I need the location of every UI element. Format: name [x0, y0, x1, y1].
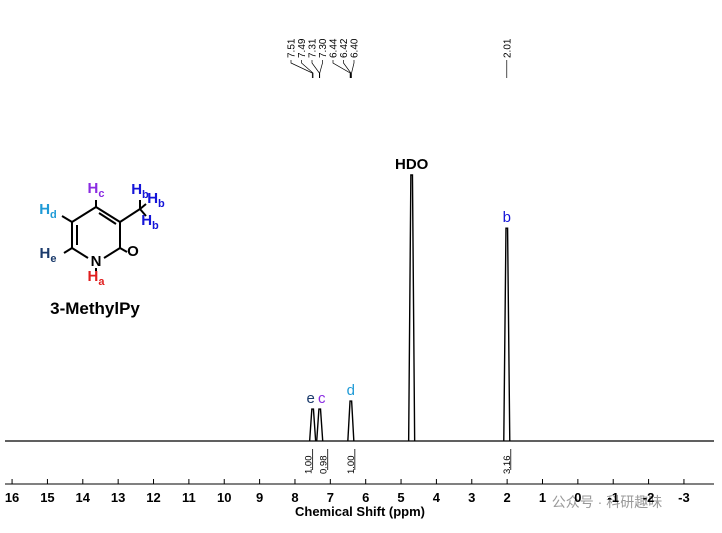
x-tick-label: 1: [539, 490, 546, 505]
shift-connector: [301, 60, 314, 78]
shift-connector: [290, 60, 313, 78]
x-tick-label: 7: [327, 490, 334, 505]
x-tick-label: 8: [291, 490, 298, 505]
atom-label: Ha: [88, 268, 106, 288]
atom-subscript: c: [98, 188, 104, 200]
integral-label: 0.98: [319, 456, 330, 475]
shift-label: 7.31: [308, 38, 319, 58]
x-tick-label: 2: [504, 490, 511, 505]
x-tick-label: 15: [40, 490, 54, 505]
atom-subscript: a: [98, 276, 105, 288]
x-tick-label: 14: [76, 490, 91, 505]
x-tick-label: 11: [182, 490, 196, 505]
atom-symbol: H: [131, 181, 142, 198]
shift-label: 7.30: [318, 38, 329, 58]
peak-label: b: [503, 209, 511, 226]
atom-symbol: O: [127, 243, 139, 260]
molecule-bonds: [61, 200, 147, 271]
atom-label: Hb: [131, 181, 149, 201]
atom-label: He: [40, 245, 57, 265]
peak: [503, 227, 511, 442]
x-tick-label: 4: [433, 490, 441, 505]
shift-label: 6.40: [350, 38, 361, 58]
atom-symbol: H: [88, 180, 99, 197]
shift-label: 7.49: [297, 38, 308, 58]
peak: [347, 400, 355, 442]
atom-subscript: b: [142, 189, 149, 201]
x-tick-label: 0: [574, 490, 581, 505]
molecule-name: 3-MethylPy: [50, 299, 140, 318]
peak-label: HDO: [395, 156, 429, 173]
x-tick-label: 5: [397, 490, 404, 505]
atom-label: Hb: [141, 212, 159, 232]
peak: [308, 408, 317, 442]
peak: [316, 408, 324, 442]
x-tick-label: -2: [643, 490, 655, 505]
integral-label: 1.00: [346, 456, 357, 475]
x-tick-label: 6: [362, 490, 369, 505]
peak-label: c: [318, 390, 326, 407]
atom-label: N: [91, 253, 102, 270]
atom-subscript: d: [50, 209, 57, 221]
peak: [407, 174, 416, 442]
peak-label: d: [347, 382, 355, 399]
shift-connector: [332, 60, 351, 78]
atom-label: Hc: [88, 180, 105, 200]
atom-symbol: H: [39, 201, 50, 218]
x-tick-label: 3: [468, 490, 475, 505]
x-tick-label: 12: [146, 490, 160, 505]
x-tick-label: 10: [217, 490, 231, 505]
atom-symbol: N: [91, 253, 102, 270]
atom-label: Hd: [39, 201, 57, 221]
shift-connector: [311, 60, 320, 78]
x-tick-label: 13: [111, 490, 125, 505]
integral-label: 3.16: [502, 456, 513, 474]
atom-label: O: [127, 243, 139, 260]
atom-symbol: H: [147, 190, 158, 207]
shift-connector: [351, 60, 355, 78]
shift-label: 6.42: [339, 38, 350, 58]
peak-label: e: [306, 390, 314, 407]
atom-symbol: H: [88, 268, 99, 285]
x-tick-label: -3: [678, 490, 690, 505]
x-tick-label: -1: [607, 490, 619, 505]
atom-symbol: H: [40, 245, 51, 262]
x-axis-title: Chemical Shift (ppm): [295, 504, 425, 519]
watermark: 公众号 · 科研趣味: [552, 494, 662, 510]
x-tick-label: 9: [256, 490, 263, 505]
shift-label: 6.44: [329, 38, 340, 58]
atom-subscript: b: [158, 198, 165, 210]
shift-connector: [319, 60, 323, 78]
atom-label: Hb: [147, 190, 165, 210]
shift-connector: [343, 60, 352, 78]
atom-subscript: b: [152, 220, 159, 232]
x-tick-label: 16: [5, 490, 19, 505]
shift-label: 7.51: [287, 38, 298, 58]
atom-subscript: e: [50, 253, 56, 265]
integral-label: 1.00: [304, 456, 315, 475]
atom-symbol: H: [141, 212, 152, 229]
shift-label: 2.01: [502, 38, 513, 58]
